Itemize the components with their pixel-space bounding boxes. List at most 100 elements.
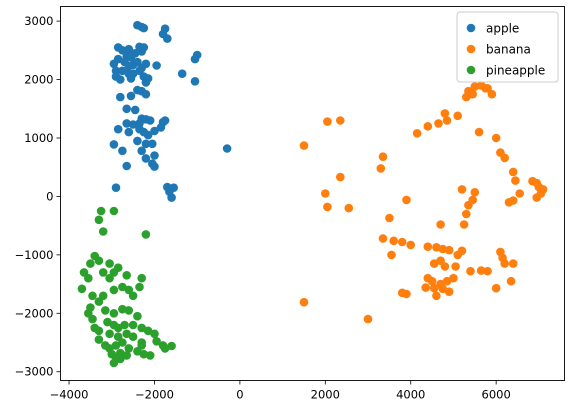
- point-pineapple: [94, 215, 104, 225]
- point-pineapple: [150, 329, 159, 339]
- point-pineapple: [118, 304, 127, 314]
- point-apple: [177, 69, 187, 78]
- point-pineapple: [105, 273, 114, 283]
- point-pineapple: [124, 306, 134, 315]
- point-banana: [506, 276, 516, 286]
- point-pineapple: [145, 351, 155, 360]
- point-banana: [397, 237, 407, 247]
- point-apple: [148, 139, 157, 149]
- point-banana: [336, 116, 345, 125]
- point-banana: [429, 283, 439, 293]
- point-apple: [141, 89, 151, 99]
- point-pineapple: [84, 273, 93, 283]
- point-apple: [139, 23, 149, 33]
- point-pineapple: [133, 311, 142, 321]
- point-banana: [387, 250, 396, 260]
- point-banana: [440, 262, 450, 271]
- point-banana: [385, 213, 394, 223]
- point-pineapple: [94, 326, 104, 336]
- point-banana: [457, 185, 467, 194]
- x-tick-label: 6000: [482, 388, 511, 402]
- y-tick-label: −3000: [15, 365, 54, 379]
- point-pineapple: [98, 227, 108, 236]
- y-tick-label: −1000: [15, 248, 54, 262]
- point-apple: [169, 183, 178, 192]
- y-tick-label: 3000: [24, 14, 53, 28]
- point-banana: [427, 276, 437, 286]
- point-apple: [118, 66, 127, 76]
- point-pineapple: [122, 271, 131, 280]
- point-pineapple: [120, 320, 129, 330]
- point-pineapple: [105, 259, 114, 268]
- point-apple: [116, 75, 125, 84]
- point-pineapple: [135, 282, 144, 292]
- point-pineapple: [98, 291, 108, 301]
- point-banana: [376, 164, 386, 173]
- point-banana: [344, 203, 354, 213]
- legend-marker-pineapple: [466, 65, 476, 75]
- point-pineapple: [77, 284, 87, 294]
- y-tick-label: 0: [46, 189, 53, 203]
- point-pineapple: [103, 317, 112, 327]
- point-banana: [299, 297, 309, 307]
- point-banana: [464, 200, 473, 210]
- point-banana: [487, 89, 497, 99]
- x-tick-label: 4000: [396, 388, 425, 402]
- point-banana: [442, 116, 452, 125]
- series-apple: [109, 20, 232, 202]
- point-pineapple: [141, 230, 151, 239]
- point-banana: [504, 198, 514, 207]
- point-apple: [128, 120, 138, 129]
- point-apple: [126, 53, 136, 62]
- legend: apple banana pineapple: [456, 11, 559, 83]
- point-pineapple: [86, 259, 95, 268]
- point-pineapple: [137, 323, 146, 333]
- point-apple: [190, 77, 200, 86]
- x-tick-label: 0: [236, 388, 243, 402]
- point-pineapple: [116, 354, 125, 364]
- point-banana: [462, 209, 471, 219]
- point-banana: [474, 127, 484, 137]
- point-banana: [476, 266, 486, 275]
- point-apple: [113, 124, 123, 134]
- point-pineapple: [128, 320, 138, 330]
- point-pineapple: [122, 351, 131, 360]
- point-apple: [109, 59, 119, 69]
- point-apple: [111, 183, 121, 192]
- point-apple: [152, 61, 161, 70]
- legend-box: [456, 11, 559, 83]
- point-pineapple: [109, 206, 119, 216]
- legend-label-apple: apple: [486, 22, 519, 36]
- point-banana: [436, 220, 445, 229]
- point-apple: [124, 127, 134, 137]
- x-tick-label: −4000: [50, 388, 89, 402]
- plot-points: [77, 20, 548, 368]
- point-apple: [118, 46, 127, 55]
- point-apple: [150, 151, 159, 160]
- point-banana: [423, 122, 433, 131]
- point-pineapple: [109, 285, 119, 295]
- legend-label-banana: banana: [486, 43, 531, 57]
- series-pineapple: [77, 206, 176, 368]
- point-apple: [141, 59, 151, 69]
- point-pineapple: [160, 344, 170, 353]
- point-apple: [141, 154, 151, 163]
- point-banana: [402, 195, 411, 205]
- point-banana: [440, 109, 450, 118]
- legend-label-pineapple: pineapple: [486, 64, 545, 78]
- point-pineapple: [118, 338, 127, 347]
- point-apple: [109, 140, 119, 149]
- point-apple: [156, 123, 166, 132]
- point-banana: [402, 289, 411, 299]
- point-banana: [442, 276, 452, 286]
- point-apple: [167, 193, 176, 202]
- point-apple: [143, 130, 153, 140]
- point-banana: [468, 89, 478, 99]
- point-apple: [150, 126, 159, 136]
- point-banana: [511, 176, 520, 185]
- point-pineapple: [94, 256, 104, 266]
- point-pineapple: [118, 282, 127, 292]
- point-pineapple: [128, 332, 138, 342]
- point-banana: [421, 283, 431, 292]
- point-apple: [122, 104, 131, 114]
